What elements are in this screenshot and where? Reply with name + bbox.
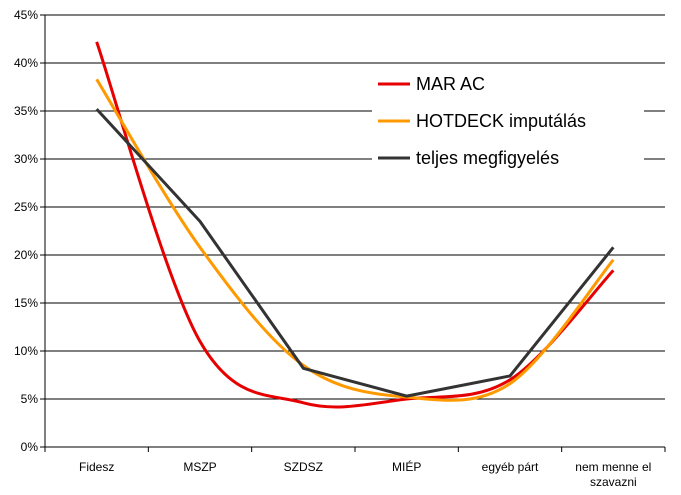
y-tick-label: 35% xyxy=(14,104,38,118)
legend-label: MAR AC xyxy=(416,74,485,94)
y-tick-label: 30% xyxy=(14,152,38,166)
legend-item-background xyxy=(372,70,644,98)
y-tick-label: 25% xyxy=(14,200,38,214)
legend-label: teljes megfigyelés xyxy=(416,148,559,168)
y-tick-label: 0% xyxy=(21,440,39,454)
series-line-0 xyxy=(95,41,615,409)
y-tick-label: 45% xyxy=(14,8,38,22)
series-line-2 xyxy=(95,108,615,398)
x-tick-label: MSZP xyxy=(183,460,216,474)
y-tick-label: 15% xyxy=(14,296,38,310)
y-tick-label: 20% xyxy=(14,248,38,262)
series-lines xyxy=(95,41,615,409)
y-tick-label: 40% xyxy=(14,56,38,70)
axis-ticks: 0% 5% 10% 15% 20% 25% 30% 35% 40% 45% Fidesz MSZP SZ… xyxy=(14,8,666,489)
x-tick-label: nem menne el szavazni xyxy=(575,460,651,489)
legend-item-background xyxy=(372,107,644,135)
y-tick-label: 5% xyxy=(21,392,39,406)
x-tick-label: egyéb párt xyxy=(482,460,539,474)
legend-item-background xyxy=(372,144,644,172)
y-tick-label: 10% xyxy=(14,344,38,358)
x-tick-label: SZDSZ xyxy=(284,460,323,474)
series-line-1 xyxy=(95,78,615,402)
legend-label: HOTDECK imputálás xyxy=(416,111,586,131)
legend: MAR AC HOTDECK imputálás teljes megfigyelé… xyxy=(372,70,644,172)
x-tick-label: Fidesz xyxy=(79,460,114,474)
x-tick-label: MIÉP xyxy=(392,459,421,474)
